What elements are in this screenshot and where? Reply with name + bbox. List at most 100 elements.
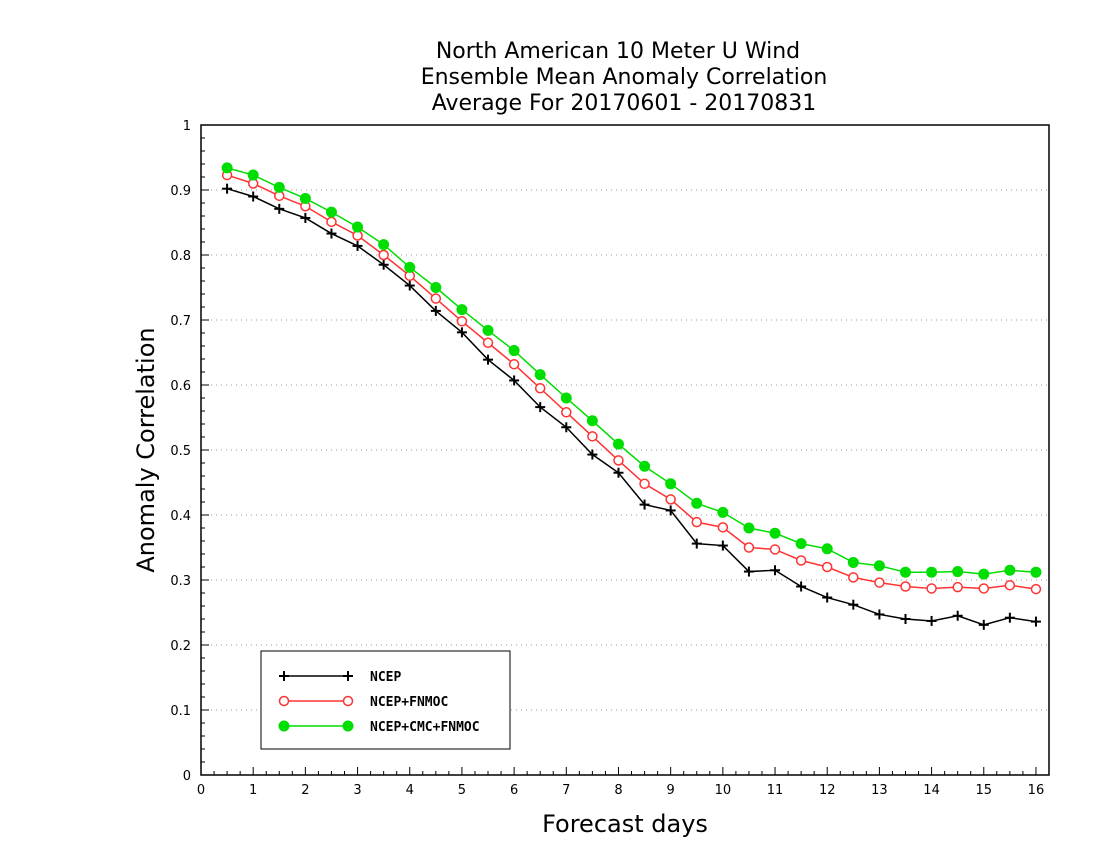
series-line-ncep-cmc-fnmoc [226,167,1037,575]
data-point-ncep-fnmoc [821,561,833,573]
data-point-ncep-fnmoc [848,572,859,583]
data-point-ncep-fnmoc [926,583,937,594]
data-point-ncep [587,449,598,460]
data-point-ncep-cmc-fnmoc [926,566,938,578]
data-point-ncep-fnmoc [378,249,389,261]
data-point-ncep [352,240,363,251]
x-tick-label: 9 [667,783,675,798]
y-tick-label: 0.6 [170,379,191,394]
data-point-ncep-cmc-fnmoc [534,369,546,381]
y-tick-label: 0.4 [170,509,191,524]
data-point-ncep [665,505,676,516]
series-ncep [222,183,1041,630]
data-point-ncep [717,540,728,551]
data-point-ncep [378,259,389,270]
data-point-ncep-cmc-fnmoc [325,206,337,218]
legend-item-ncep: NCEP [279,670,401,685]
data-point-ncep-fnmoc [561,407,572,418]
x-tick-label: 14 [923,783,940,798]
data-point-ncep-cmc-fnmoc [743,522,755,534]
data-point-ncep-fnmoc [1030,583,1042,595]
y-tick-label: 0.1 [170,704,191,719]
data-point-ncep-fnmoc [456,316,468,327]
x-tick-label: 5 [458,783,466,798]
y-tick-label: 0.9 [170,184,191,199]
data-point-ncep-fnmoc [691,516,703,528]
data-point-ncep-cmc-fnmoc [508,345,520,357]
data-point-ncep-cmc-fnmoc [639,460,651,472]
data-point-ncep-fnmoc [430,293,442,304]
data-point-ncep [535,402,546,413]
chart-title-line-3: Average For 20170601 - 20170831 [432,91,817,116]
x-tick-label: 16 [1028,783,1045,798]
data-point-ncep-cmc-fnmoc [952,566,964,578]
data-point-ncep-fnmoc [326,216,337,228]
y-tick-label: 1 [183,119,191,134]
data-point-ncep [613,467,624,478]
x-tick-label: 7 [562,783,570,798]
legend-marker [279,671,289,681]
x-tick-label: 4 [406,783,414,798]
data-point-ncep-cmc-fnmoc [586,415,598,427]
data-point-ncep-cmc-fnmoc [612,438,624,450]
data-point-ncep [456,327,467,338]
series-ncep-cmc-fnmoc [221,162,1042,580]
data-point-ncep [483,354,494,365]
data-point-ncep-fnmoc [639,478,650,490]
y-tick-label: 0 [183,769,191,784]
series-line-ncep [226,187,1037,626]
data-point-ncep [404,280,415,291]
legend-label: NCEP+FNMOC [370,695,448,710]
data-point-ncep [300,212,311,223]
data-point-ncep [1030,616,1041,627]
data-point-ncep-cmc-fnmoc [378,239,390,251]
data-point-ncep-fnmoc [717,522,729,533]
data-point-ncep-cmc-fnmoc [404,261,416,273]
x-tick-label: 6 [510,783,518,798]
data-point-ncep [770,565,781,576]
chart-title: North American 10 Meter U Wind Ensemble … [421,39,828,116]
x-tick-label: 15 [975,783,992,798]
x-tick-label: 8 [614,783,622,798]
data-point-ncep-cmc-fnmoc [978,568,990,580]
chart-title-line-1: North American 10 Meter U Wind [436,39,800,64]
x-tick-label: 2 [301,783,309,798]
data-point-ncep-fnmoc [952,581,963,593]
data-point-ncep [743,566,754,577]
data-point-ncep-cmc-fnmoc [873,560,885,572]
legend-label: NCEP [370,670,401,685]
data-point-ncep-fnmoc [743,542,755,553]
legend-marker [342,720,354,732]
data-point-ncep-cmc-fnmoc [821,543,833,555]
data-point-ncep-fnmoc [534,383,546,394]
x-tick-label: 3 [353,783,361,798]
data-point-ncep [274,203,285,214]
data-point-ncep-fnmoc [508,358,520,370]
legend-marker [278,720,290,732]
data-point-ncep-cmc-fnmoc [1030,566,1042,578]
y-tick-label: 0.5 [170,444,191,459]
data-point-ncep-cmc-fnmoc [221,162,233,174]
x-axis-title: Forecast days [542,810,708,838]
data-point-ncep-fnmoc [613,455,624,466]
data-point-ncep-cmc-fnmoc [352,221,364,233]
data-point-ncep [900,614,911,624]
legend-label: NCEP+CMC+FNMOC [370,720,480,735]
data-point-ncep-fnmoc [900,581,911,592]
data-point-ncep-fnmoc [482,337,494,348]
data-point-ncep-cmc-fnmoc [847,556,859,568]
data-point-ncep-cmc-fnmoc [1004,564,1016,576]
data-point-ncep [326,228,337,239]
data-point-ncep-fnmoc [978,583,990,594]
data-point-ncep [848,599,859,610]
data-point-ncep [1004,612,1015,623]
legend-item-ncep-cmc-fnmoc: NCEP+CMC+FNMOC [278,720,480,735]
legend: NCEP NCEP+FNMOC NCEP+CMC+FNMOC [260,650,511,750]
data-point-ncep-cmc-fnmoc [769,527,781,539]
x-tick-label: 10 [715,783,732,798]
data-point-ncep-cmc-fnmoc [665,478,677,490]
series-ncep-fnmoc [221,169,1042,595]
data-point-ncep-cmc-fnmoc [560,392,572,404]
x-tick-label: 13 [871,783,888,798]
